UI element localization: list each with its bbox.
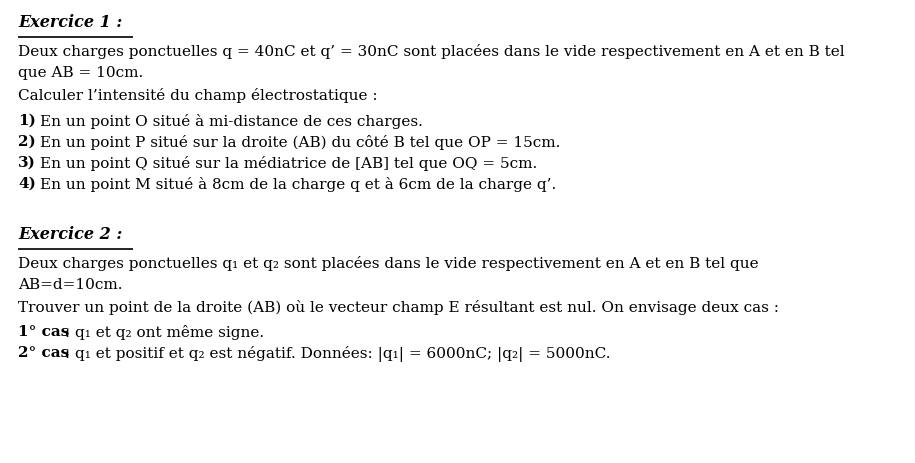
Text: En un point Q situé sur la médiatrice de [AB] tel que OQ = 5cm.: En un point Q situé sur la médiatrice de… [40,156,537,171]
Text: 3): 3) [18,156,36,170]
Text: 1° cas: 1° cas [18,325,70,339]
Text: 1): 1) [18,114,36,128]
Text: 2): 2) [18,135,36,149]
Text: En un point O situé à mi-distance de ces charges.: En un point O situé à mi-distance de ces… [40,114,423,129]
Text: 2° cas: 2° cas [18,346,70,360]
Text: En un point M situé à 8cm de la charge q et à 6cm de la charge q’.: En un point M situé à 8cm de la charge q… [40,177,556,192]
Text: Deux charges ponctuelles q = 40nC et q’ = 30nC sont placées dans le vide respect: Deux charges ponctuelles q = 40nC et q’ … [18,44,845,59]
Text: AB=d=10cm.: AB=d=10cm. [18,278,123,292]
Text: 4): 4) [18,177,36,191]
Text: Exercice 1 :: Exercice 1 : [18,14,123,31]
Text: Calculer l’intensité du champ électrostatique :: Calculer l’intensité du champ électrosta… [18,88,378,103]
Text: : q₁ et q₂ ont même signe.: : q₁ et q₂ ont même signe. [60,325,264,340]
Text: Deux charges ponctuelles q₁ et q₂ sont placées dans le vide respectivement en A : Deux charges ponctuelles q₁ et q₂ sont p… [18,256,759,271]
Text: : q₁ et positif et q₂ est négatif. Données: |q₁| = 6000nC; |q₂| = 5000nC.: : q₁ et positif et q₂ est négatif. Donné… [60,346,610,362]
Text: Trouver un point de la droite (AB) où le vecteur champ E résultant est nul. On e: Trouver un point de la droite (AB) où le… [18,300,779,315]
Text: En un point P situé sur la droite (AB) du côté B tel que OP = 15cm.: En un point P situé sur la droite (AB) d… [40,135,560,150]
Text: que AB = 10cm.: que AB = 10cm. [18,66,144,80]
Text: Exercice 2 :: Exercice 2 : [18,226,123,243]
